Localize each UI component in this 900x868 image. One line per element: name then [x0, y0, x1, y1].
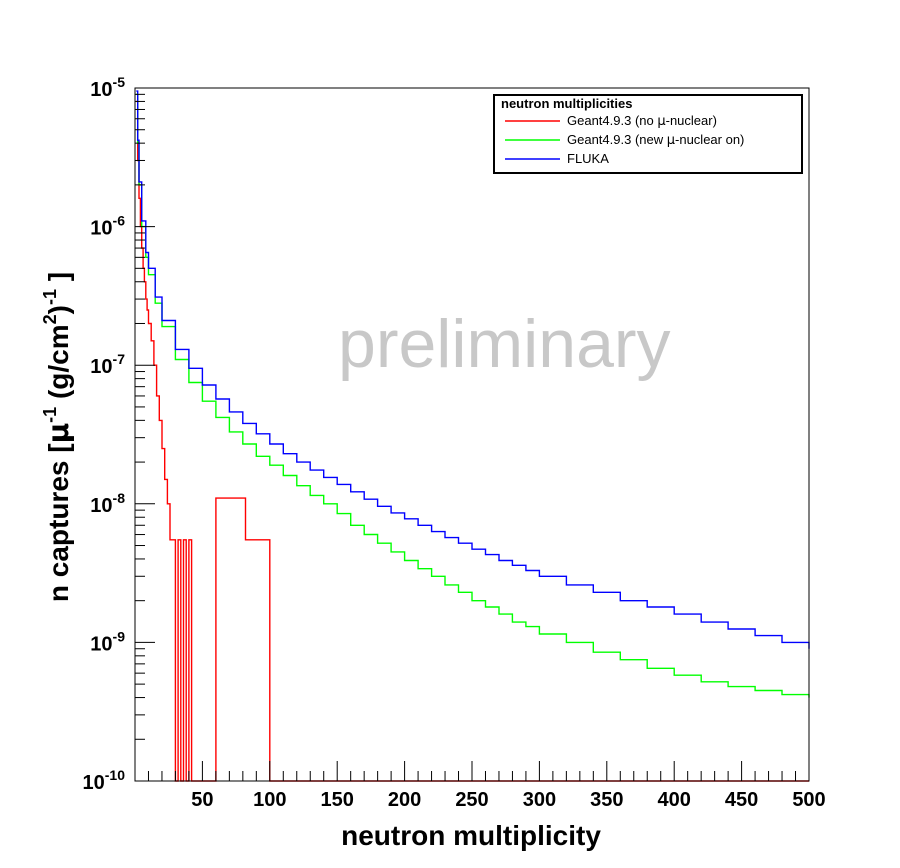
- x-axis-title: neutron multiplicity: [341, 820, 601, 851]
- y-tick-label: 10-5: [90, 74, 125, 101]
- legend-box: [493, 94, 803, 174]
- watermark-annotation: preliminary: [338, 306, 671, 382]
- legend-entries: Geant4.9.3 (no μ-nuclear) Geant4.9.3 (new…: [505, 113, 744, 166]
- x-tick-label: 300: [523, 789, 556, 811]
- legend-entry-label: Geant4.9.3 (new μ-nuclear on): [567, 132, 744, 148]
- x-tick-label: 400: [658, 789, 691, 811]
- legend: neutron multiplicities Geant4.9.3 (no μ-…: [493, 94, 803, 174]
- x-tick-label: 100: [253, 789, 286, 811]
- series-line-2: [136, 90, 810, 649]
- legend-entry-label: Geant4.9.3 (no μ-nuclear): [567, 113, 717, 129]
- x-tick-label: 450: [725, 789, 758, 811]
- axes-layer: 50 100 150 200 250 300 350 400 450 500 10-5 10-6 10-…: [83, 74, 826, 811]
- legend-entry-label: FLUKA: [567, 151, 609, 166]
- x-tick-label: 150: [321, 789, 354, 811]
- x-tick-label: 250: [455, 789, 488, 811]
- x-tick-label: 50: [191, 789, 213, 811]
- x-tick-label: 200: [388, 789, 421, 811]
- y-axis-title: n captures [μ-1 (g/cm2)-1 ]: [40, 272, 75, 602]
- plot-frame: [134, 87, 810, 782]
- y-tick-label: 10-10: [83, 767, 126, 794]
- x-tick-label: 350: [590, 789, 623, 811]
- legend-title: neutron multiplicities: [501, 96, 632, 111]
- series-line-1: [136, 93, 810, 698]
- y-tick-label: 10-8: [90, 490, 125, 517]
- y-tick-label: 10-7: [90, 351, 125, 378]
- series-line-0: [136, 100, 809, 782]
- y-tick-label: 10-9: [90, 628, 125, 655]
- y-tick-label: 10-6: [90, 213, 125, 240]
- x-tick-label: 500: [792, 789, 825, 811]
- series-layer: [136, 90, 810, 782]
